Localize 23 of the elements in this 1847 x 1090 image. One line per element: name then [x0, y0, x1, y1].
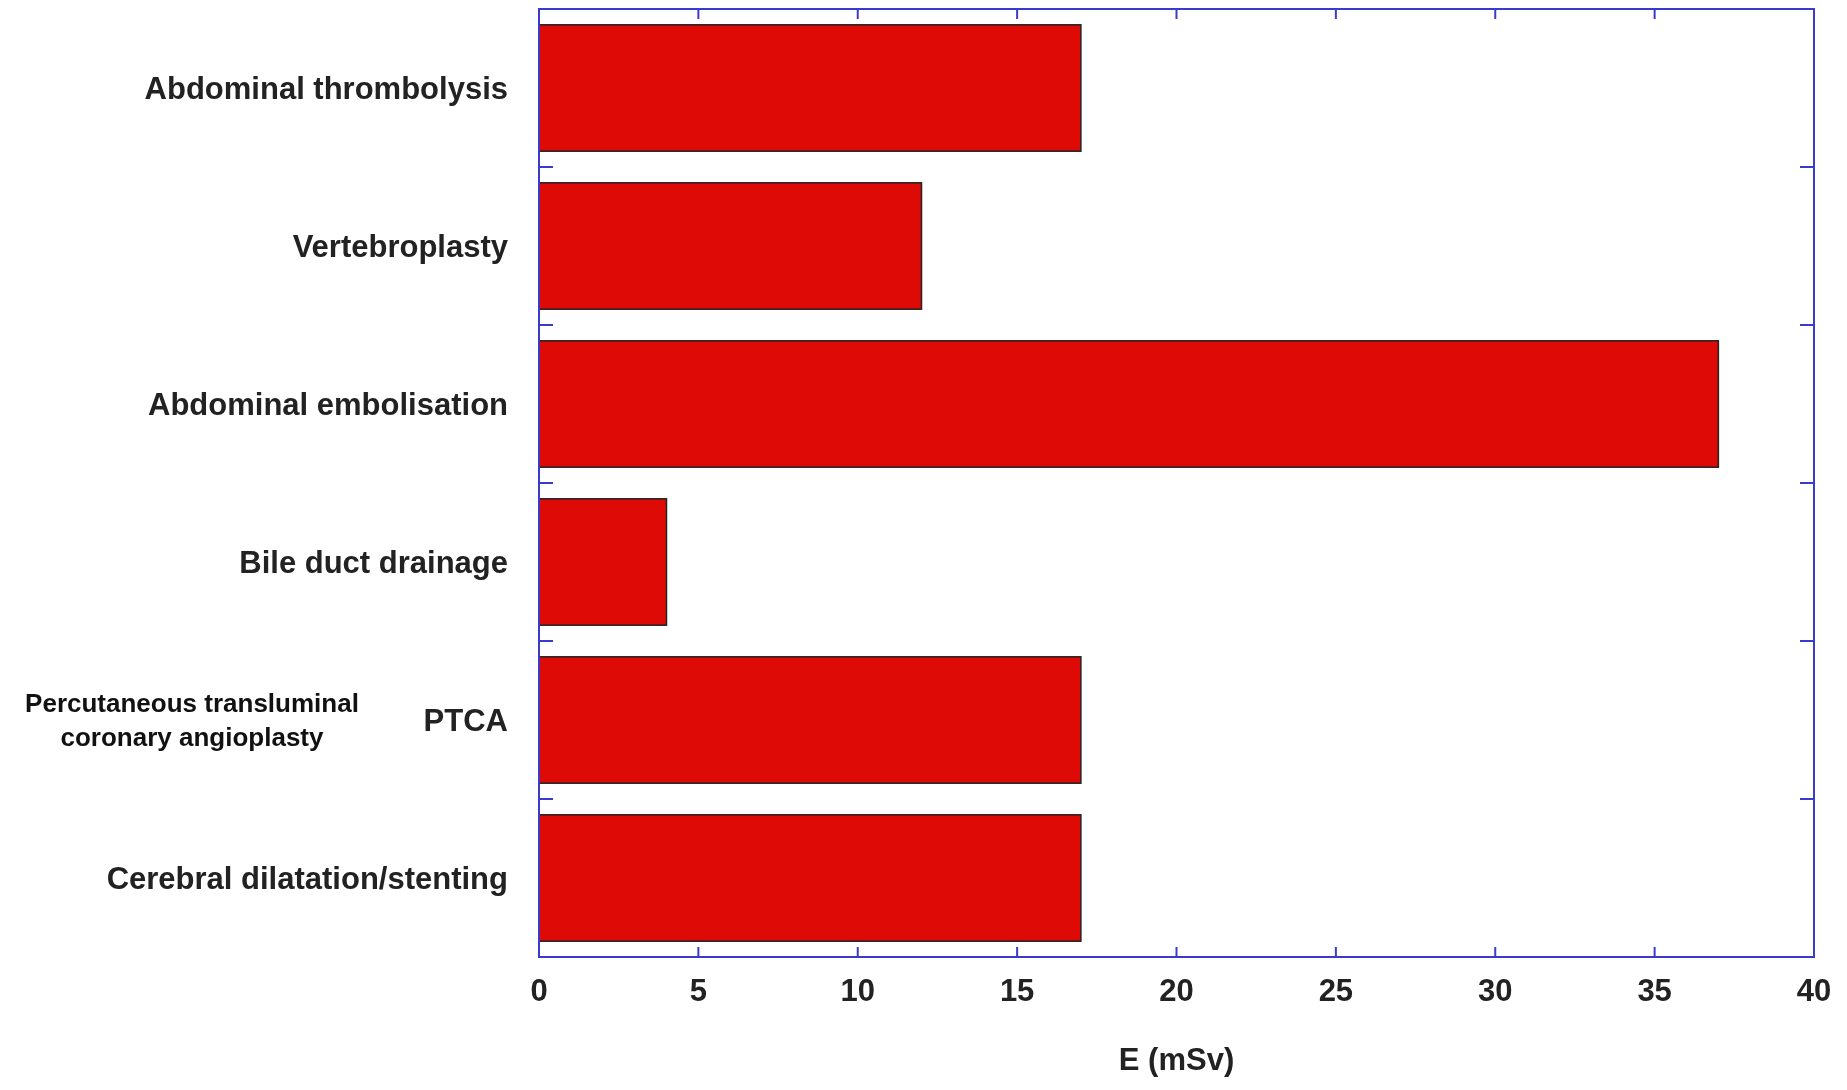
bar — [538, 656, 1082, 784]
x-tick-label: 40 — [1796, 973, 1832, 1008]
x-tick-label: 5 — [689, 973, 707, 1008]
x-tick-label: 20 — [1159, 973, 1194, 1008]
y-tick-label: Abdominal thrombolysis — [144, 70, 508, 106]
bar — [538, 182, 923, 310]
bar — [538, 814, 1082, 942]
x-tick-label: 35 — [1637, 973, 1672, 1008]
x-tick-label: 10 — [840, 973, 875, 1008]
x-tick-label: 0 — [530, 973, 548, 1008]
y-tick-label: Vertebroplasty — [292, 228, 509, 264]
bar — [538, 340, 1720, 468]
x-tick-label: 15 — [999, 973, 1035, 1008]
y-tick-label: PTCA — [423, 702, 508, 738]
y-tick-label: Cerebral dilatation/stenting — [106, 860, 508, 896]
bar — [538, 24, 1082, 152]
y-tick-label: Abdominal embolisation — [148, 386, 508, 422]
x-tick-label: 30 — [1478, 973, 1513, 1008]
bar — [538, 498, 668, 626]
x-tick-label: 25 — [1318, 973, 1354, 1008]
y-tick-label: Bile duct drainage — [239, 544, 508, 580]
text: Percutaneous transluminal coronary angioplasty — [25, 688, 359, 753]
x-axis-title: E (mSv) — [1118, 1042, 1235, 1077]
